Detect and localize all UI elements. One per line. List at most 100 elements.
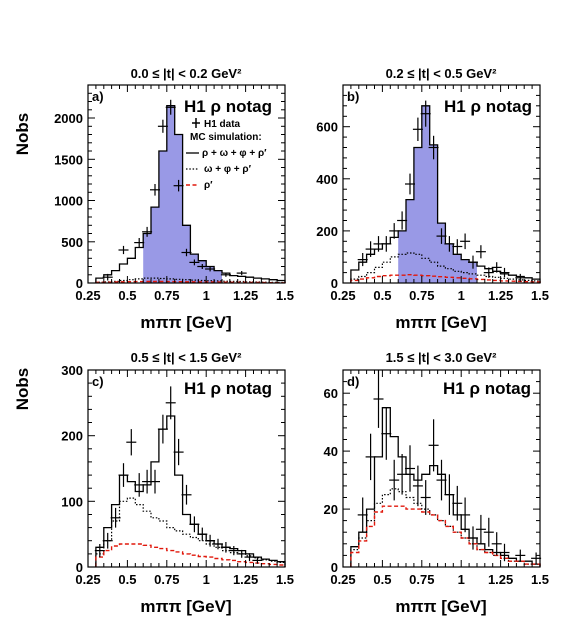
data-point xyxy=(150,184,160,196)
data-point xyxy=(499,543,510,562)
data-point xyxy=(134,473,145,497)
y-tick-label: 0 xyxy=(331,560,338,575)
x-axis-label-text: mππ [GeV] xyxy=(140,313,231,332)
data-point xyxy=(189,516,200,533)
data-point xyxy=(236,271,247,276)
y-tick-label: 200 xyxy=(316,224,338,239)
histogram-background xyxy=(350,252,541,283)
legend-entry-mc-heading: MC simulation: xyxy=(190,132,262,143)
data-point xyxy=(460,497,471,533)
x-tick-label: 1 xyxy=(203,572,210,587)
y-tick-label: 500 xyxy=(61,235,83,250)
data-point xyxy=(412,117,423,141)
x-tick-label: 0.25 xyxy=(75,572,100,587)
data-point xyxy=(165,99,176,115)
data-point xyxy=(142,226,153,237)
y-tick-label: 200 xyxy=(61,429,83,444)
legend: H1 data MC simulation: ρ + ω + φ + ρ′ ω … xyxy=(186,118,267,191)
panel-a: 0.0 ≤ |t| < 0.2 GeV² a) H1 ρ notag mππ [… xyxy=(13,66,294,332)
data-point xyxy=(381,236,392,252)
panel-letter: b) xyxy=(347,89,359,104)
y-tick-label: 0 xyxy=(331,276,338,291)
x-tick-label: 0.75 xyxy=(154,572,179,587)
data-point xyxy=(365,433,376,481)
tag-label: H1 ρ notag xyxy=(444,97,532,116)
x-tick-label: 0.5 xyxy=(373,288,391,303)
data-point xyxy=(94,544,105,558)
legend-entry-total: ρ + ω + φ + ρ′ xyxy=(202,148,267,159)
tag-label: H1 ρ notag xyxy=(184,379,272,398)
y-tick-label: 60 xyxy=(324,386,338,401)
data-point xyxy=(173,438,184,466)
x-tick-label: 0.5 xyxy=(118,572,136,587)
panel-letter: d) xyxy=(347,374,359,389)
data-point xyxy=(150,469,160,494)
data-point xyxy=(452,239,463,254)
panel-title: 1.5 ≤ |t| < 3.0 GeV² xyxy=(386,350,498,365)
plot-frame xyxy=(342,369,541,568)
x-tick-label: 1.25 xyxy=(488,572,513,587)
x-axis-label: mππ [GeV] xyxy=(140,313,231,332)
panel-letter: a) xyxy=(92,89,104,104)
panel-title: 0.2 ≤ |t| < 0.5 GeV² xyxy=(386,66,498,81)
data-point xyxy=(452,485,463,521)
x-tick-label: 0.25 xyxy=(75,288,100,303)
data-point xyxy=(252,557,263,564)
panel-b: 0.2 ≤ |t| < 0.5 GeV² b) H1 ρ notag mππ [… xyxy=(316,66,549,332)
data-point xyxy=(412,465,423,507)
data-point xyxy=(420,100,431,127)
data-point xyxy=(428,419,439,472)
data-point xyxy=(428,135,439,160)
data-point xyxy=(220,542,231,553)
data-point xyxy=(499,267,510,278)
histogram-rho-prime xyxy=(95,543,286,567)
histogram-total xyxy=(350,407,541,567)
data-point xyxy=(213,538,223,550)
x-axis-label-text: mππ [GeV] xyxy=(140,597,231,616)
panel-d: 1.5 ≤ |t| < 3.0 GeV² d) H1 ρ notag mππ [… xyxy=(324,350,550,616)
histogram-background xyxy=(350,488,541,567)
y-tick-label: 0 xyxy=(76,560,83,575)
data-point xyxy=(126,429,137,456)
plot-area xyxy=(95,99,286,284)
y-tick-label: 20 xyxy=(324,502,338,517)
x-tick-label: 1 xyxy=(203,288,210,303)
data-point xyxy=(244,553,255,562)
data-point xyxy=(436,228,447,244)
data-point xyxy=(468,255,478,269)
x-tick-label: 0.25 xyxy=(330,288,355,303)
histogram-total xyxy=(95,104,286,283)
data-point xyxy=(173,179,184,192)
legend-entry-data: H1 data xyxy=(204,119,241,130)
x-axis-label: mππ [GeV] xyxy=(140,597,231,616)
data-point xyxy=(381,407,392,460)
x-tick-label: 1.25 xyxy=(233,572,258,587)
data-point xyxy=(373,370,384,428)
data-point xyxy=(357,253,368,267)
histogram-rho-prime xyxy=(350,505,541,567)
data-point xyxy=(365,241,376,257)
data-point xyxy=(205,534,216,547)
y-tick-label: 600 xyxy=(316,120,338,135)
data-point xyxy=(475,514,486,544)
data-point xyxy=(181,484,192,505)
data-point xyxy=(102,273,113,281)
data-point xyxy=(165,386,176,420)
data-point xyxy=(110,507,121,528)
plot-frame xyxy=(87,369,286,568)
data-point xyxy=(468,526,478,550)
data-point xyxy=(515,549,526,562)
y-tick-label: 40 xyxy=(324,444,338,459)
x-tick-label: 0.5 xyxy=(373,572,391,587)
data-point xyxy=(405,173,415,195)
x-tick-label: 1.5 xyxy=(276,288,294,303)
data-point xyxy=(197,264,208,269)
data-point xyxy=(205,266,216,272)
data-point xyxy=(491,532,502,556)
panel-letter: c) xyxy=(92,374,104,389)
data-point xyxy=(102,532,113,549)
data-point xyxy=(228,546,239,556)
data-point xyxy=(420,480,431,515)
y-tick-label: 1500 xyxy=(54,152,83,167)
